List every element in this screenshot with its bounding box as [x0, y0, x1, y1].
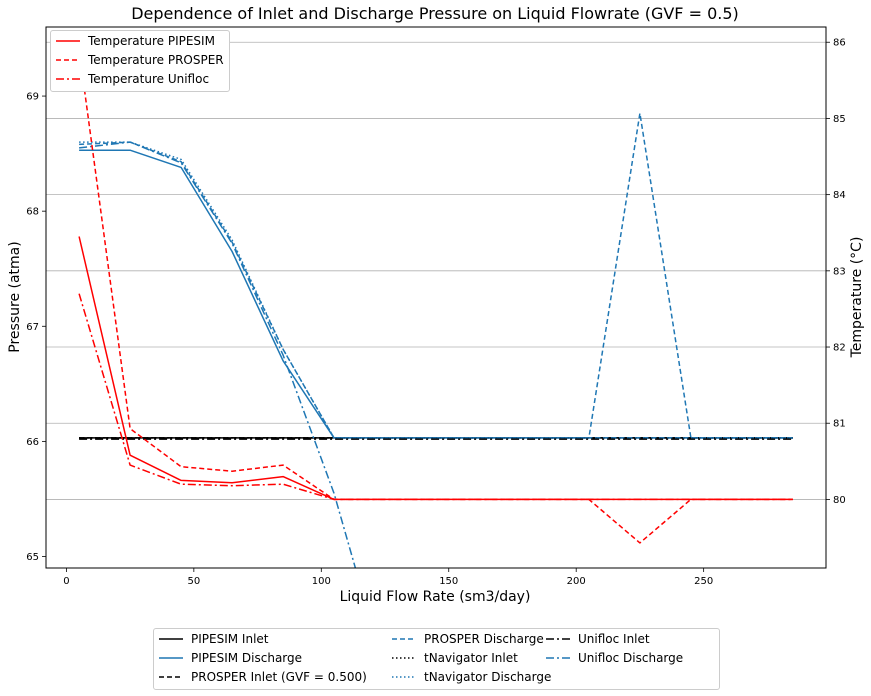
- y-tick-label-right: 84: [833, 190, 846, 201]
- legend-item-temperature-pipesim: Temperature PIPESIM: [56, 34, 215, 48]
- y-tick-label-right: 83: [833, 266, 846, 277]
- legend-label: Unifloc Discharge: [578, 651, 684, 665]
- x-tick-label: 200: [567, 576, 586, 587]
- legend-item-unifloc-inlet: Unifloc Inlet: [546, 632, 650, 646]
- y-tick-label-left: 65: [26, 552, 39, 563]
- series-lines: [78, 49, 793, 568]
- legend-swatch: [392, 638, 416, 640]
- series-line-prosper-discharge: [79, 112, 793, 439]
- series-line-temperature-pipesim: [78, 236, 793, 501]
- y-tick-label-left: 68: [26, 207, 39, 218]
- y-tick-label-right: 80: [833, 495, 846, 506]
- series-line-unifloc-discharge: [79, 141, 357, 568]
- legend-item-temperature-prosper: Temperature PROSPER: [56, 53, 224, 67]
- temperature-legend: Temperature PIPESIM Temperature PROSPER …: [50, 30, 230, 92]
- legend-label: tNavigator Inlet: [424, 651, 518, 665]
- legend-item-tnavigator-discharge: tNavigator Discharge: [392, 670, 551, 684]
- y-tick-label-left: 69: [26, 92, 39, 103]
- x-axis-label: Liquid Flow Rate (sm3/day): [340, 589, 531, 605]
- series-line-temperature-unifloc: [78, 293, 793, 501]
- legend-label: PROSPER Discharge: [424, 632, 544, 646]
- legend-item-pipesim-inlet: PIPESIM Inlet: [159, 632, 268, 646]
- y-tick-label-right: 81: [833, 419, 846, 430]
- legend-swatch: [56, 78, 80, 80]
- legend-label: PIPESIM Inlet: [191, 632, 269, 646]
- legend-item-prosper-discharge: PROSPER Discharge: [392, 632, 544, 646]
- x-tick-label: 250: [694, 576, 713, 587]
- grid-lines: [46, 41, 826, 500]
- plot-frame: [45, 26, 827, 569]
- legend-label: PIPESIM Discharge: [191, 651, 303, 665]
- y-axis-label-left: Pressure (atma): [7, 241, 23, 352]
- legend-label: Unifloc Inlet: [578, 632, 650, 646]
- legend-label: Temperature PIPESIM: [88, 34, 215, 48]
- y-tick-label-right: 82: [833, 343, 846, 354]
- legend-label: Temperature PROSPER: [88, 53, 224, 67]
- x-tick-label: 100: [312, 576, 331, 587]
- legend-label: PROSPER Inlet (GVF = 0.500): [191, 670, 367, 684]
- y-tick-label-right: 86: [833, 38, 846, 49]
- legend-swatch: [56, 59, 80, 61]
- legend-label: tNavigator Discharge: [424, 670, 552, 684]
- legend-swatch: [546, 638, 570, 640]
- y-tick-label-left: 67: [26, 322, 39, 333]
- x-tick-label: 150: [439, 576, 458, 587]
- series-line-tnavigator-discharge: [79, 141, 793, 439]
- y-axis-label-right: Temperature (°C): [849, 237, 865, 359]
- legend-item-prosper-inlet: PROSPER Inlet (GVF = 0.500): [159, 670, 367, 684]
- legend-item-tnavigator-inlet: tNavigator Inlet: [392, 651, 518, 665]
- x-tick-label: 50: [187, 576, 200, 587]
- axis-ticks: 0 50 100 150 200 250 65 66 67 68 69 80 81 82 83 84 85 86: [26, 38, 845, 587]
- legend-swatch: [392, 657, 416, 659]
- legend-swatch: [546, 657, 570, 659]
- y-tick-label-right: 85: [833, 114, 846, 125]
- legend-swatch: [159, 638, 183, 640]
- series-line-pipesim-discharge: [79, 149, 793, 439]
- legend-label: Temperature Unifloc: [88, 72, 210, 86]
- y-tick-label-left: 66: [26, 437, 39, 448]
- legend-swatch: [56, 40, 80, 42]
- legend-swatch: [392, 676, 416, 678]
- x-tick-label: 0: [63, 576, 69, 587]
- chart-title: Dependence of Inlet and Discharge Pressu…: [131, 4, 739, 23]
- series-line-temperature-prosper: [78, 49, 793, 544]
- legend-item-unifloc-discharge: Unifloc Discharge: [546, 651, 683, 665]
- legend-item-temperature-unifloc: Temperature Unifloc: [56, 72, 209, 86]
- legend-item-pipesim-discharge: PIPESIM Discharge: [159, 651, 302, 665]
- legend-swatch: [159, 676, 183, 678]
- pressure-legend: PIPESIM Inlet PIPESIM Discharge PROSPER …: [153, 628, 720, 690]
- legend-swatch: [159, 657, 183, 659]
